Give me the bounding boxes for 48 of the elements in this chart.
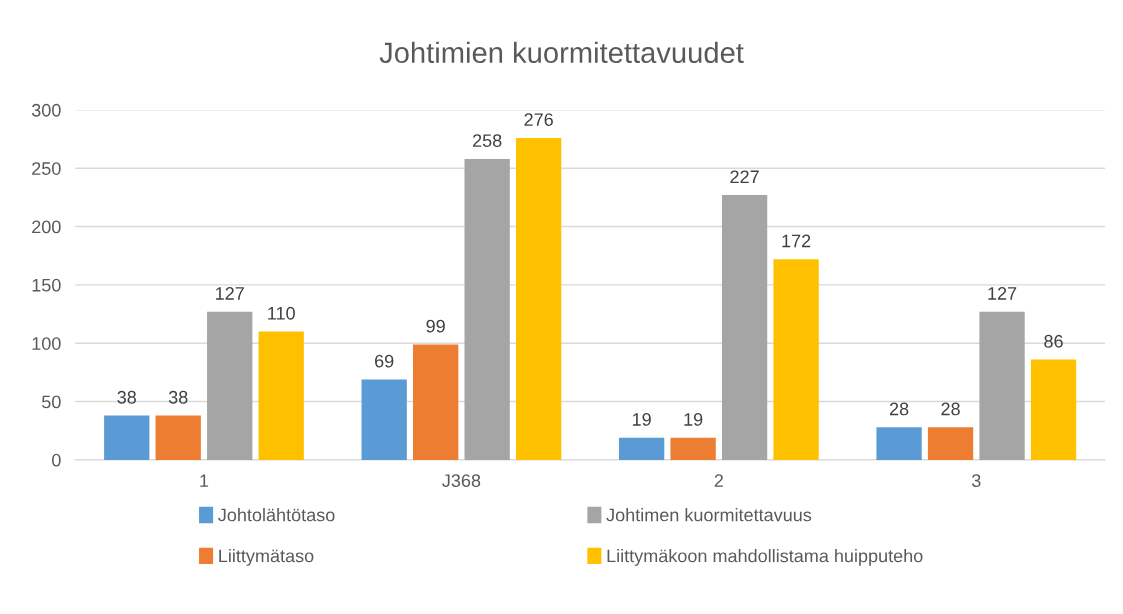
data-label: 172 (782, 234, 811, 248)
legend-label: Liittymäkoon mahdollistama huipputeho (607, 549, 923, 566)
bar (1030, 359, 1077, 460)
data-label: 28 (889, 402, 909, 416)
bar (515, 137, 562, 460)
bar (773, 259, 819, 460)
y-tick-label: 50 (41, 395, 61, 409)
y-tick-label: 250 (32, 162, 61, 175)
bar (979, 311, 1025, 460)
bar (155, 415, 201, 460)
bar (464, 158, 510, 460)
legend-label: Johtolähtötaso (218, 508, 335, 522)
bar (104, 415, 150, 460)
bar (927, 427, 974, 460)
x-tick-label: J368 (442, 474, 481, 488)
bar (207, 311, 253, 460)
data-label: 227 (730, 170, 759, 183)
data-label: 127 (216, 287, 244, 300)
bar (361, 379, 407, 460)
data-label: 99 (426, 319, 445, 333)
data-label: 28 (941, 402, 960, 416)
y-tick-label: 0 (52, 453, 61, 467)
data-label: 69 (375, 354, 394, 368)
y-tick-label: 300 (31, 103, 61, 117)
y-tick-label: 100 (32, 337, 61, 350)
data-label: 19 (684, 413, 703, 426)
data-label: 38 (168, 390, 188, 404)
data-label: 258 (473, 134, 502, 147)
data-label: 127 (988, 287, 1017, 300)
chart-title: Johtimien kuormitettavuudet (379, 41, 744, 64)
data-label: 110 (268, 306, 295, 320)
data-label: 86 (1044, 334, 1063, 348)
bar (670, 437, 716, 460)
legend-label: Liittymätaso (219, 549, 314, 566)
legend-label: Johtimen kuormitettavuus (606, 508, 812, 522)
data-label: 276 (524, 113, 553, 126)
bar (618, 437, 665, 460)
x-tick-label: 2 (714, 474, 723, 487)
x-tick-label: 1 (200, 474, 209, 487)
x-tick-label: 3 (971, 474, 981, 488)
bar (721, 195, 768, 460)
data-label: 19 (632, 413, 651, 426)
bar (876, 427, 922, 460)
data-label: 38 (117, 390, 136, 404)
bar (258, 331, 304, 460)
y-tick-label: 200 (32, 220, 61, 234)
y-tick-label: 150 (32, 278, 61, 292)
bar (413, 344, 459, 460)
